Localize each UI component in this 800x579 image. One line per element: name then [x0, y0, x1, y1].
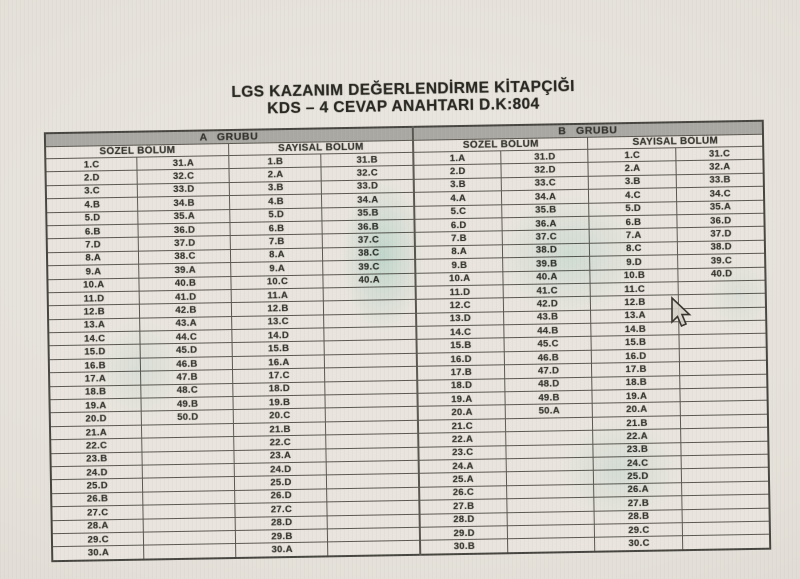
answer-cell: 30.A — [52, 545, 145, 561]
answer-cell — [507, 537, 596, 553]
answer-cell — [144, 543, 237, 560]
answer-cell — [682, 534, 771, 550]
answer-table-body: 1.C 31.A 1.B 31.B 1.A 31.D 1.C 31.C 2.D 32.C 2.A 32… — [45, 146, 771, 561]
answer-key-table: A GRUBU B GRUBU SÖZEL BÖLÜM SAYISAL BÖLÜ… — [43, 119, 772, 562]
answer-cell: 30.C — [594, 536, 684, 552]
answer-cell: 30.A — [236, 542, 329, 558]
answer-cell — [328, 540, 421, 557]
answer-cell: 30.B — [420, 539, 509, 555]
answer-key-document: LGS KAZANIM DEĞERLENDİRME KİTAPÇIĞI KDS … — [42, 75, 772, 562]
